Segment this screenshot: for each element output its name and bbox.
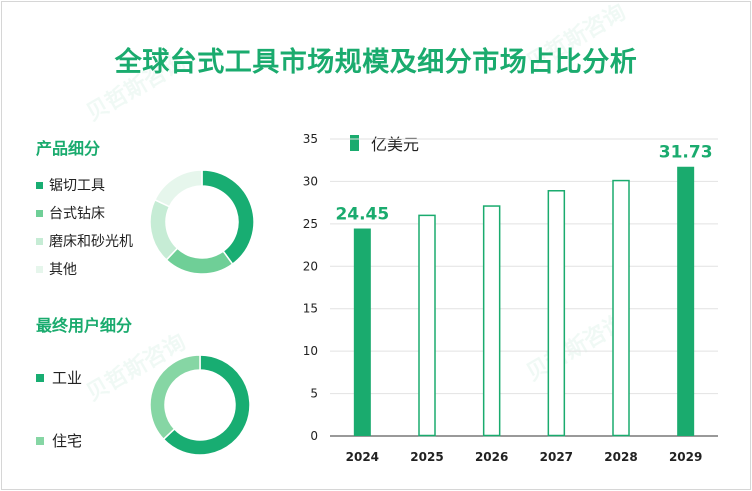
enduser-donut-chart bbox=[149, 354, 251, 456]
x-tick-label: 2027 bbox=[540, 450, 573, 464]
bar-series bbox=[353, 166, 695, 437]
legend-swatch bbox=[36, 373, 44, 382]
y-tick-label: 10 bbox=[303, 344, 318, 358]
bar-2025 bbox=[418, 214, 436, 437]
y-tick-label: 15 bbox=[303, 302, 318, 316]
x-tick-label: 2025 bbox=[410, 450, 443, 464]
bar-2026 bbox=[482, 205, 501, 437]
y-tick-label: 5 bbox=[310, 387, 318, 401]
bar-2028 bbox=[612, 179, 630, 437]
bar-2029 bbox=[677, 166, 695, 436]
bar-2027 bbox=[547, 190, 566, 437]
y-tick-label: 35 bbox=[303, 132, 318, 146]
unit-legend: 亿美元 bbox=[350, 131, 419, 155]
product-donut-slice-3 bbox=[153, 169, 203, 208]
enduser-segment-title: 最终用户细分 bbox=[36, 316, 133, 335]
product-donut-slice-0 bbox=[201, 169, 255, 266]
x-tick-label: 2026 bbox=[475, 450, 508, 464]
product-donut-slice-1 bbox=[165, 247, 234, 275]
enduser-donut-slice-1 bbox=[149, 354, 201, 441]
legend-swatch bbox=[36, 265, 43, 273]
y-tick-label: 25 bbox=[303, 217, 318, 231]
chart-grid bbox=[330, 138, 718, 437]
product-segment-title: 产品细分 bbox=[36, 139, 101, 158]
legend-swatch bbox=[36, 209, 43, 217]
y-tick-label: 0 bbox=[310, 429, 318, 443]
legend-swatch bbox=[36, 237, 43, 245]
product-donut-slice-2 bbox=[149, 198, 179, 261]
unit-swatch bbox=[350, 135, 359, 151]
product-donut-chart bbox=[149, 169, 255, 275]
legend-item-saw-tools: 锯切工具 bbox=[36, 175, 105, 195]
legend-item-industrial: 工业 bbox=[36, 367, 82, 388]
enduser-donut-slice-0 bbox=[162, 354, 251, 456]
x-tick-label: 2029 bbox=[669, 450, 702, 464]
x-tick-label: 2024 bbox=[346, 450, 379, 464]
legend-item-other: 其他 bbox=[36, 259, 77, 279]
y-tick-label: 20 bbox=[303, 259, 318, 273]
data-label-2024: 24.45 bbox=[335, 205, 389, 225]
bar-2024 bbox=[353, 228, 371, 436]
legend-item-grinders-sanders: 磨床和砂光机 bbox=[36, 231, 133, 251]
legend-swatch bbox=[36, 436, 44, 445]
data-label-2029: 31.73 bbox=[659, 143, 713, 163]
y-tick-label: 30 bbox=[303, 174, 318, 188]
legend-item-residential: 住宅 bbox=[36, 430, 82, 451]
page-title: 全球台式工具市场规模及细分市场占比分析 bbox=[114, 47, 638, 78]
legend-item-bench-drill: 台式钻床 bbox=[36, 203, 105, 223]
x-tick-label: 2028 bbox=[604, 450, 637, 464]
legend-swatch bbox=[36, 181, 43, 189]
